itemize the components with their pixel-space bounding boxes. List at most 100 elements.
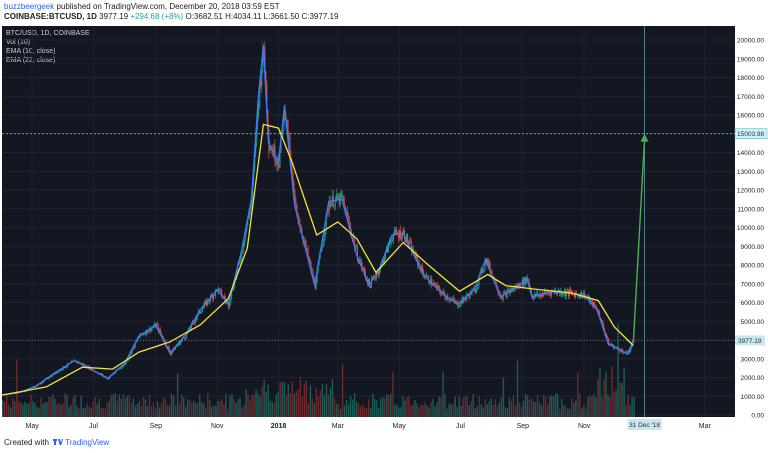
- candle-body: [149, 328, 151, 332]
- volume-bar: [361, 404, 364, 417]
- y-tick-label: 9000.00: [741, 244, 765, 251]
- candle-body: [409, 241, 411, 244]
- candle-body: [357, 260, 359, 263]
- volume-bar: [575, 400, 577, 417]
- volume-bar: [138, 400, 141, 417]
- candle-body: [356, 247, 358, 261]
- candle-body: [243, 244, 245, 251]
- volume-bar: [225, 393, 227, 417]
- volume-bar: [209, 400, 211, 417]
- volume-bar: [22, 404, 24, 417]
- candle-body: [274, 146, 276, 162]
- volume-bar: [432, 398, 434, 417]
- volume-bar: [30, 394, 32, 417]
- candle-body: [196, 317, 197, 320]
- volume-bar: [315, 388, 318, 417]
- volume-bar: [376, 400, 378, 417]
- volume-bar: [231, 394, 233, 417]
- candle-body: [305, 241, 307, 249]
- candle-body: [506, 290, 508, 298]
- volume-bar: [359, 406, 362, 417]
- candle-body: [521, 279, 523, 288]
- candle-body: [276, 161, 278, 164]
- volume-bar: [402, 396, 404, 417]
- volume-bar: [372, 393, 374, 417]
- y-tick-label: 17000.00: [737, 94, 764, 101]
- candle-body: [343, 201, 345, 206]
- candle-body: [167, 345, 169, 349]
- x-tick-label: May: [26, 423, 40, 430]
- volume-bar: [259, 396, 261, 417]
- chart-area[interactable]: BTC/USD, 1D, COINBASE Vol (10) EMA (10, cl…: [0, 24, 768, 435]
- volume-bar: [345, 400, 348, 417]
- candle-body: [503, 292, 505, 294]
- candle-body: [617, 346, 619, 349]
- x-tick-label: Sep: [150, 423, 163, 430]
- candle-body: [202, 308, 203, 312]
- volume-bar: [357, 403, 360, 417]
- candle-body: [277, 161, 279, 166]
- footer-brand[interactable]: TradingView: [65, 438, 110, 447]
- volume-bar: [518, 402, 521, 417]
- volume-bar: [235, 403, 237, 417]
- volume-bar: [50, 396, 52, 417]
- y-tick-label: 18000.00: [737, 75, 764, 82]
- candle-body: [118, 368, 120, 370]
- candle-body: [519, 283, 521, 288]
- volume-bar: [404, 400, 406, 417]
- y-tick-label: 7000.00: [741, 281, 765, 288]
- candle-body: [131, 349, 133, 354]
- tradingview-logo-icon: [53, 439, 64, 445]
- volume-bar: [599, 368, 601, 417]
- candle-body: [283, 109, 285, 131]
- footer-created-with: Created with: [4, 438, 49, 447]
- volume-bar: [343, 405, 346, 417]
- candle-body: [179, 341, 181, 345]
- volume-bar: [98, 398, 100, 417]
- candle-body: [293, 183, 295, 192]
- volume-bar: [184, 406, 187, 417]
- candle-body: [411, 242, 413, 254]
- volume-bar: [458, 396, 460, 417]
- price-chart[interactable]: BTC/USD, 1D, COINBASE Vol (10) EMA (10, cl…: [0, 24, 768, 435]
- volume-bar: [44, 401, 46, 417]
- candle-body: [186, 333, 187, 338]
- candle-body: [438, 285, 440, 288]
- candle-body: [410, 241, 412, 243]
- volume-bar: [335, 403, 338, 417]
- volume-bar: [619, 382, 621, 417]
- candle-body: [369, 279, 370, 286]
- volume-bar: [542, 394, 545, 417]
- candle-body: [500, 296, 502, 299]
- volume-bar: [569, 408, 571, 417]
- volume-bar: [406, 397, 408, 417]
- volume-bar: [289, 392, 291, 417]
- candle-body: [401, 237, 403, 240]
- volume-bar: [102, 407, 104, 417]
- volume-bar: [557, 394, 559, 417]
- candle-body: [322, 240, 324, 248]
- candle-body: [478, 276, 480, 286]
- volume-bar: [128, 394, 131, 417]
- volume-bar: [24, 401, 26, 417]
- candle-body: [455, 301, 457, 303]
- candle-body: [329, 202, 331, 207]
- candle-body: [138, 336, 140, 339]
- volume-bar: [42, 403, 44, 417]
- volume-bar: [470, 401, 472, 417]
- candle-body: [370, 285, 371, 288]
- candle-body: [432, 285, 434, 286]
- candle-body: [385, 250, 386, 259]
- volume-bar: [546, 404, 549, 417]
- candle-body: [628, 353, 630, 355]
- candle-body: [234, 279, 236, 288]
- candle-body: [200, 312, 201, 314]
- author-link[interactable]: buzzbeergeek: [4, 2, 55, 11]
- candle-body: [260, 81, 262, 87]
- candle-body: [114, 372, 116, 374]
- volume-bar: [110, 394, 112, 417]
- candle-body: [121, 367, 123, 368]
- candle-body: [579, 295, 581, 298]
- volume-bar: [6, 394, 8, 417]
- candle-body: [113, 373, 115, 375]
